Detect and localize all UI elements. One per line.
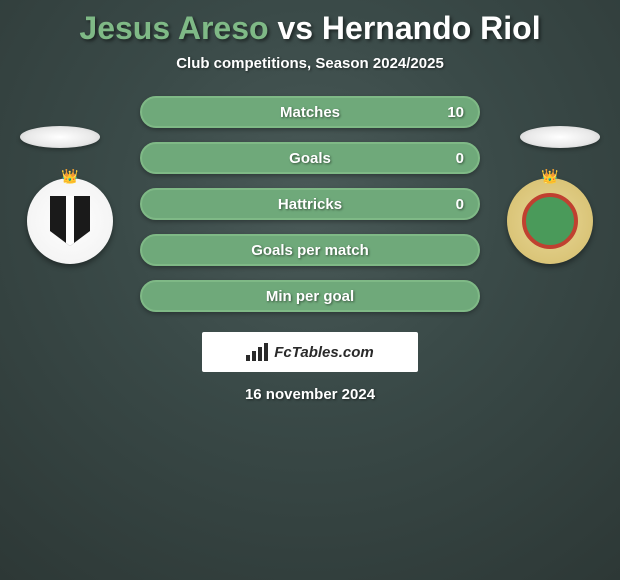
stat-row-matches: Matches 10 [140,96,480,128]
stat-right-value: 0 [456,150,464,167]
stat-row-hattricks: Hattricks 0 [140,188,480,220]
bar-chart-icon [246,343,268,361]
stat-row-goals-per-match: Goals per match [140,234,480,266]
team-emblem-right: 👑 [507,178,593,264]
stat-label: Hattricks [278,196,342,213]
stat-label: Goals [289,150,331,167]
logo-text: FcTables.com [274,344,373,361]
fctables-logo: FcTables.com [202,332,418,372]
stat-label: Goals per match [251,242,369,259]
crown-icon: 👑 [61,168,78,185]
subtitle: Club competitions, Season 2024/2025 [0,55,620,72]
club-crest-icon [522,193,578,249]
stat-row-min-per-goal: Min per goal [140,280,480,312]
date-label: 16 november 2024 [0,386,620,403]
stat-right-value: 0 [456,196,464,213]
crown-icon: 👑 [541,168,558,185]
player-oval-right [520,126,600,148]
stat-label: Min per goal [266,288,354,305]
stat-label: Matches [280,104,340,121]
shield-icon [50,196,90,246]
stat-row-goals: Goals 0 [140,142,480,174]
player-oval-left [20,126,100,148]
team-emblem-left: 👑 [27,178,113,264]
page-title: Jesus Areso vs Hernando Riol [0,0,620,47]
stat-right-value: 10 [447,104,464,121]
